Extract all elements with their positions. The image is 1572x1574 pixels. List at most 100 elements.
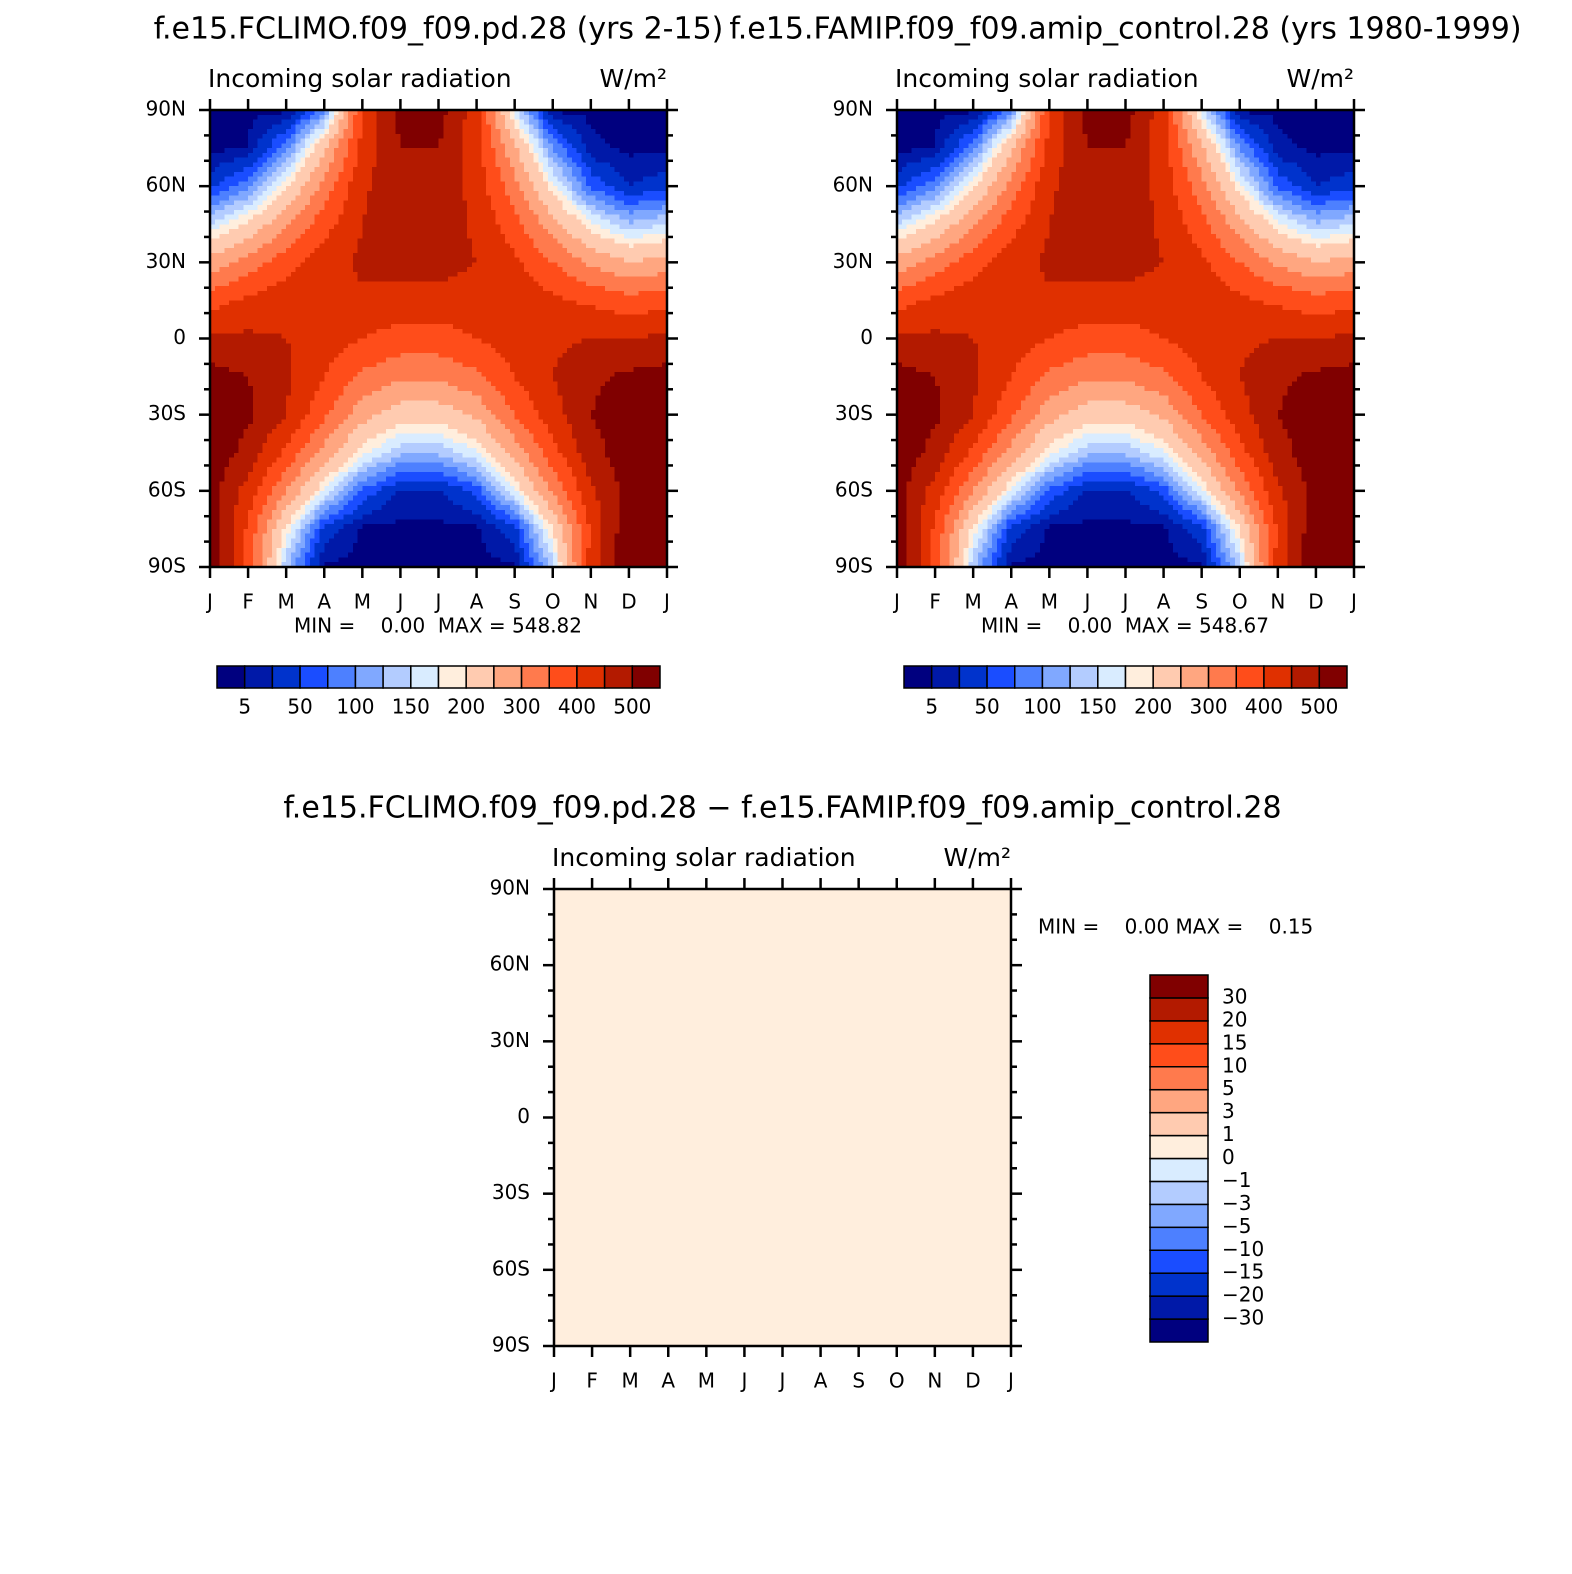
field-cell: [243, 281, 249, 287]
field-cell: [543, 162, 549, 168]
field-cell: [495, 209, 501, 216]
field-cell: [281, 309, 287, 316]
field-cell: [595, 148, 601, 154]
field-cell: [647, 157, 654, 163]
field-cell: [490, 233, 497, 240]
field-cell: [471, 262, 478, 268]
field-cell: [590, 119, 597, 125]
field-cell: [500, 276, 506, 282]
field-cell: [286, 271, 292, 278]
field-cell: [381, 367, 387, 373]
field-cell: [395, 300, 402, 306]
field-cell: [214, 257, 221, 263]
field-cell: [386, 267, 392, 273]
field-cell: [452, 200, 459, 206]
field-cell: [643, 171, 649, 178]
field-cell: [409, 181, 416, 187]
field-cell: [547, 133, 554, 140]
field-cell: [443, 190, 449, 197]
field-cell: [295, 143, 302, 149]
field-cell: [243, 214, 249, 221]
field-cell: [395, 148, 402, 154]
field-cell: [290, 286, 297, 292]
field-cell: [500, 238, 506, 244]
field-cell: [290, 190, 297, 197]
field-cell: [386, 176, 392, 183]
field-cell: [619, 238, 625, 244]
field-cell: [628, 252, 635, 259]
field-cell: [552, 271, 559, 278]
field-cell: [452, 290, 459, 297]
field-cell: [628, 205, 635, 211]
field-cell: [457, 281, 463, 287]
field-cell: [628, 319, 635, 325]
field-cell: [367, 314, 373, 321]
field-cell: [590, 229, 597, 235]
field-cell: [657, 229, 663, 235]
field-cell: [462, 290, 468, 297]
field-cell: [505, 152, 511, 159]
field-cell: [533, 190, 540, 197]
field-cell: [229, 357, 235, 363]
field-cell: [352, 148, 359, 154]
field-cell: [638, 162, 644, 168]
field-cell: [248, 371, 254, 378]
field-cell: [590, 233, 597, 240]
field-cell: [543, 209, 549, 216]
field-cell: [267, 167, 273, 173]
field-cell: [338, 195, 344, 202]
field-cell: [538, 257, 544, 263]
field-cell: [329, 200, 335, 206]
field-cell: [533, 252, 540, 259]
field-cell: [409, 186, 416, 192]
field-cell: [290, 181, 297, 187]
field-cell: [590, 324, 597, 330]
field-cell: [309, 176, 316, 183]
field-cell: [576, 148, 582, 154]
field-cell: [381, 171, 387, 178]
field-cell: [252, 238, 259, 244]
field-cell: [224, 152, 230, 159]
field-cell: [409, 162, 416, 168]
field-cell: [495, 152, 501, 159]
field-cell: [647, 290, 654, 297]
field-cell: [647, 186, 654, 192]
field-cell: [324, 309, 330, 316]
field-cell: [452, 328, 459, 335]
field-cell: [609, 124, 616, 130]
field-cell: [357, 357, 363, 363]
field-cell: [543, 286, 549, 292]
field-cell: [214, 138, 221, 144]
field-cell: [628, 171, 635, 178]
field-cell: [524, 328, 530, 335]
field-cell: [381, 205, 387, 211]
field-cell: [586, 328, 592, 335]
field-cell: [386, 328, 392, 335]
field-cell: [290, 229, 297, 235]
field-cell: [543, 229, 549, 235]
field-cell: [576, 281, 582, 287]
field-cell: [438, 257, 444, 263]
field-cell: [343, 157, 349, 163]
field-cell: [319, 348, 325, 354]
field-cell: [628, 152, 635, 159]
field-cell: [295, 167, 302, 173]
field-cell: [338, 229, 344, 235]
field-cell: [343, 352, 349, 359]
field-cell: [605, 195, 611, 202]
field-cell: [448, 286, 454, 292]
field-cell: [376, 252, 382, 259]
field-cell: [233, 367, 240, 373]
field-cell: [319, 352, 325, 359]
field-cell: [567, 281, 573, 287]
field-cell: [409, 171, 416, 178]
field-cell: [319, 124, 325, 130]
field-cell: [214, 181, 221, 187]
field-cell: [514, 214, 521, 221]
field-cell: [581, 200, 587, 206]
field-cell: [581, 309, 587, 316]
field-cell: [614, 205, 620, 211]
field-cell: [557, 314, 563, 321]
field-cell: [633, 152, 640, 159]
field-cell: [652, 224, 659, 230]
